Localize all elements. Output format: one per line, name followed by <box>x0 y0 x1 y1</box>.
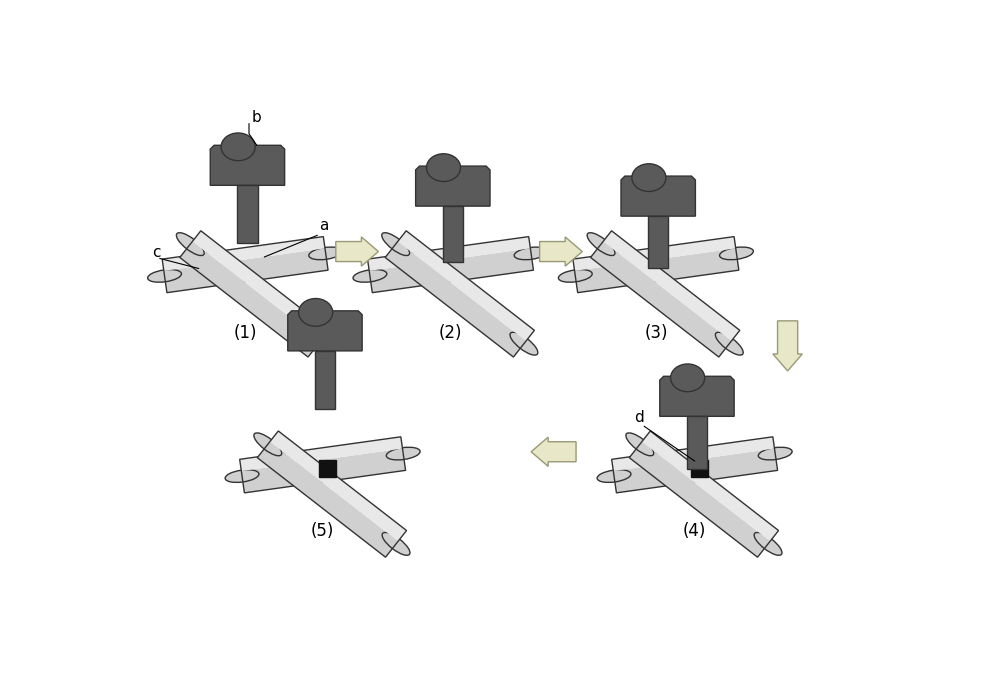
Ellipse shape <box>148 269 181 282</box>
Polygon shape <box>192 231 329 341</box>
Ellipse shape <box>626 433 654 456</box>
Polygon shape <box>336 237 378 266</box>
Ellipse shape <box>720 247 753 260</box>
Polygon shape <box>531 437 576 466</box>
Polygon shape <box>660 377 734 417</box>
Ellipse shape <box>514 247 548 260</box>
Polygon shape <box>575 248 739 293</box>
Ellipse shape <box>671 364 705 392</box>
Ellipse shape <box>299 299 333 326</box>
Polygon shape <box>443 206 463 262</box>
Ellipse shape <box>221 133 255 161</box>
Ellipse shape <box>510 332 538 355</box>
Polygon shape <box>591 241 731 357</box>
Polygon shape <box>210 145 285 185</box>
Polygon shape <box>385 241 526 357</box>
Text: b: b <box>251 110 261 125</box>
Polygon shape <box>369 248 533 293</box>
Text: a: a <box>319 218 328 233</box>
Polygon shape <box>687 417 707 468</box>
Polygon shape <box>603 231 740 341</box>
Polygon shape <box>180 241 321 357</box>
Ellipse shape <box>632 164 666 191</box>
Ellipse shape <box>225 470 259 482</box>
Ellipse shape <box>254 433 282 456</box>
Text: (4): (4) <box>683 522 706 540</box>
Text: (1): (1) <box>233 324 257 342</box>
Polygon shape <box>621 176 695 216</box>
Ellipse shape <box>176 233 204 256</box>
Polygon shape <box>612 437 774 471</box>
Bar <box>691 460 708 477</box>
Polygon shape <box>642 431 779 541</box>
Text: d: d <box>634 410 644 426</box>
Polygon shape <box>164 248 328 293</box>
Polygon shape <box>240 437 402 471</box>
Polygon shape <box>315 351 335 409</box>
Ellipse shape <box>382 533 410 556</box>
Text: c: c <box>152 245 161 260</box>
Text: (2): (2) <box>439 324 462 342</box>
Polygon shape <box>237 185 258 243</box>
Ellipse shape <box>758 447 792 460</box>
Polygon shape <box>416 166 490 206</box>
Polygon shape <box>270 431 407 541</box>
Polygon shape <box>162 236 325 271</box>
Polygon shape <box>573 236 736 271</box>
Text: (5): (5) <box>311 522 334 540</box>
Ellipse shape <box>558 269 592 282</box>
Ellipse shape <box>305 332 332 355</box>
Ellipse shape <box>754 533 782 556</box>
Polygon shape <box>540 237 582 266</box>
Ellipse shape <box>386 447 420 460</box>
Polygon shape <box>613 448 778 493</box>
Polygon shape <box>629 442 770 557</box>
Polygon shape <box>257 442 398 557</box>
Ellipse shape <box>597 470 631 482</box>
Ellipse shape <box>382 233 410 256</box>
Polygon shape <box>398 231 534 341</box>
Ellipse shape <box>426 154 461 182</box>
Polygon shape <box>648 216 668 269</box>
Ellipse shape <box>587 233 615 256</box>
Polygon shape <box>368 236 530 271</box>
Polygon shape <box>288 311 362 351</box>
Ellipse shape <box>353 269 387 282</box>
Text: (3): (3) <box>644 324 668 342</box>
Ellipse shape <box>309 247 343 260</box>
Polygon shape <box>773 321 802 371</box>
Ellipse shape <box>715 332 743 355</box>
Polygon shape <box>241 448 406 493</box>
Bar <box>319 460 336 477</box>
